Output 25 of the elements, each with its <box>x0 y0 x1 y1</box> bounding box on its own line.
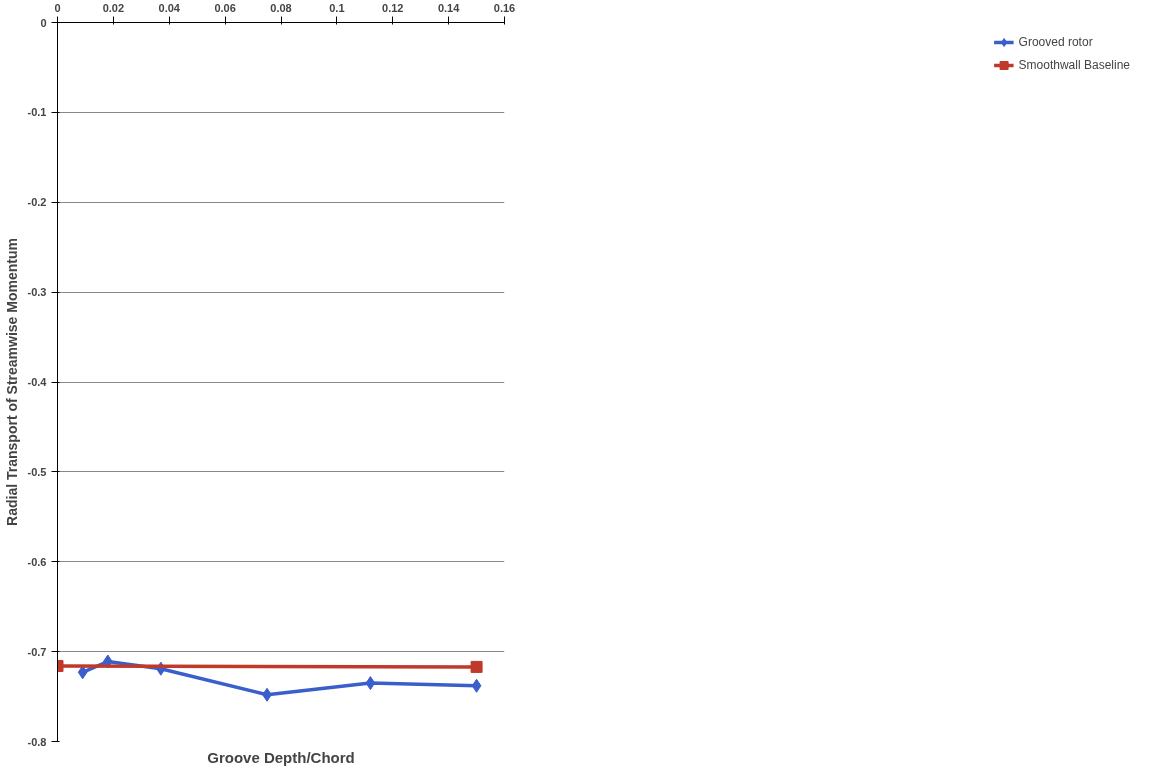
x-tick-label: 0.08 <box>270 1 292 14</box>
y-tick-label: -0.3 <box>27 286 47 299</box>
y-axis-title: Radial Transport of Streamwise Momentum <box>3 238 20 526</box>
x-tick-label: 0 <box>54 1 61 14</box>
point <box>471 678 482 693</box>
x-axis-title: Groove Depth/Chord <box>207 748 355 766</box>
x-tick-label: 0.04 <box>158 1 181 14</box>
y-tick-label: -0.4 <box>27 376 48 388</box>
y-tick-label: -0.1 <box>27 106 47 119</box>
x-tick-label: 0.14 <box>437 1 461 14</box>
legend-label: Smoothwall Baseline <box>1018 58 1130 72</box>
x-tick-label: 0.06 <box>214 1 236 14</box>
legend-label: Grooved rotor <box>1018 35 1093 49</box>
x-tick-label: 0.16 <box>493 1 516 14</box>
y-tick-label: -0.7 <box>27 645 47 658</box>
y-tick-label: -0.5 <box>27 465 47 478</box>
y-tick-label: 0 <box>40 16 47 29</box>
y-tick-label: -0.6 <box>27 555 47 568</box>
x-tick-label: 0.1 <box>329 1 345 14</box>
y-tick-label: -0.8 <box>27 735 47 748</box>
point <box>77 665 88 680</box>
point <box>365 676 376 691</box>
y-tick-label: -0.2 <box>27 196 47 209</box>
x-tick-label: 0.12 <box>382 1 404 14</box>
x-tick-label: 0.02 <box>102 1 125 14</box>
